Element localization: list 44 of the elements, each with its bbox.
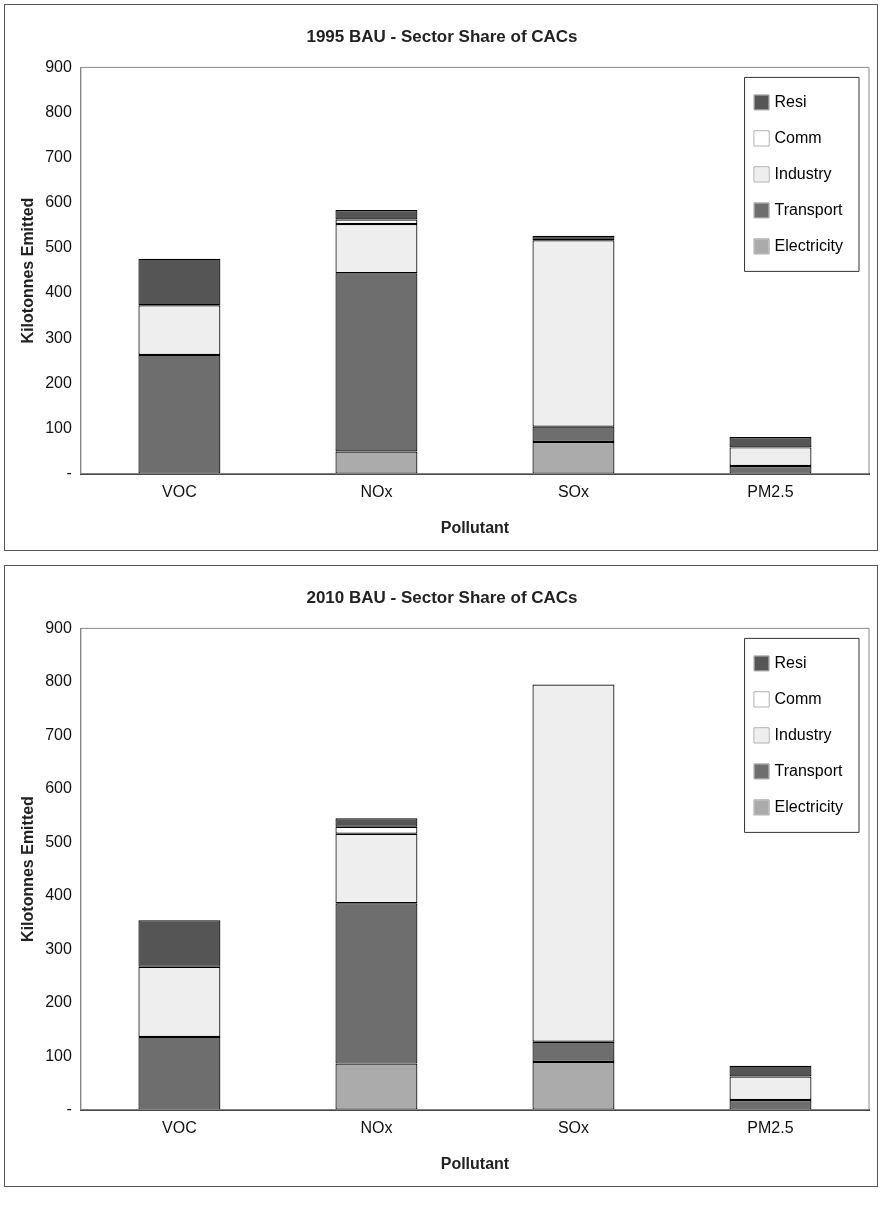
- legend-label: Comm: [774, 689, 822, 707]
- y-tick-label: 700: [45, 148, 72, 166]
- chart-title: 1995 BAU - Sector Share of CACs: [306, 26, 578, 46]
- y-axis-title: Kilotonnes Emitted: [19, 197, 37, 344]
- y-tick-label: 700: [45, 725, 72, 743]
- legend-label: Resi: [774, 653, 807, 671]
- x-tick-label: NOx: [360, 1118, 393, 1136]
- y-tick-label: 200: [45, 993, 72, 1011]
- y-tick-label: 400: [45, 283, 72, 301]
- y-tick-label: 200: [45, 373, 72, 391]
- x-tick-label: SOx: [557, 482, 590, 500]
- y-tick-label: 300: [45, 328, 72, 346]
- y-tick-label: 300: [45, 939, 72, 957]
- legend-label: Comm: [774, 128, 822, 146]
- y-tick-label: 600: [45, 779, 72, 797]
- y-axis-title: Kilotonnes Emitted: [19, 796, 37, 942]
- y-tick-label: 500: [45, 238, 72, 256]
- y-tick-label: 100: [45, 418, 72, 436]
- chart-title: 2010 BAU - Sector Share of CACs: [306, 587, 578, 607]
- y-tick-label: 800: [45, 102, 72, 120]
- legend-label: Transport: [774, 761, 843, 779]
- legend-label: Industry: [774, 725, 832, 743]
- y-tick-label: 600: [45, 193, 72, 211]
- y-tick-label: -: [66, 1100, 72, 1118]
- x-tick-label: SOx: [557, 1118, 590, 1136]
- y-tick-label: -: [66, 464, 72, 482]
- legend-label: Electricity: [774, 236, 843, 254]
- y-tick-label: 500: [45, 832, 72, 850]
- legend-label: Transport: [774, 200, 843, 218]
- x-tick-label: VOC: [162, 1118, 197, 1136]
- y-tick-label: 100: [45, 1046, 72, 1064]
- y-tick-label: 900: [45, 618, 72, 636]
- x-tick-label: NOx: [360, 482, 393, 500]
- x-tick-label: PM2.5: [747, 482, 794, 500]
- y-tick-label: 400: [45, 886, 72, 904]
- x-axis-title: Pollutant: [440, 1154, 510, 1172]
- y-tick-label: 900: [45, 57, 72, 75]
- y-tick-label: 800: [45, 672, 72, 690]
- x-axis-title: Pollutant: [440, 518, 510, 536]
- legend-label: Electricity: [774, 797, 843, 815]
- x-tick-label: VOC: [162, 482, 197, 500]
- legend-label: Industry: [774, 164, 832, 182]
- x-tick-label: PM2.5: [747, 1118, 794, 1136]
- legend-label: Resi: [774, 92, 807, 110]
